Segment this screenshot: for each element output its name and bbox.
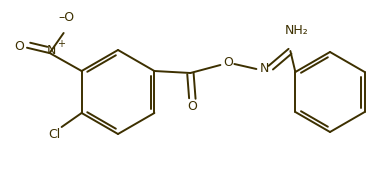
Text: –O: –O: [58, 11, 75, 24]
Text: O: O: [187, 101, 197, 113]
Text: N: N: [260, 63, 269, 75]
Text: N: N: [47, 44, 56, 58]
Text: +: +: [56, 39, 65, 49]
Text: O: O: [223, 56, 233, 70]
Text: O: O: [15, 40, 25, 52]
Text: NH₂: NH₂: [285, 25, 308, 37]
Text: Cl: Cl: [49, 128, 61, 142]
